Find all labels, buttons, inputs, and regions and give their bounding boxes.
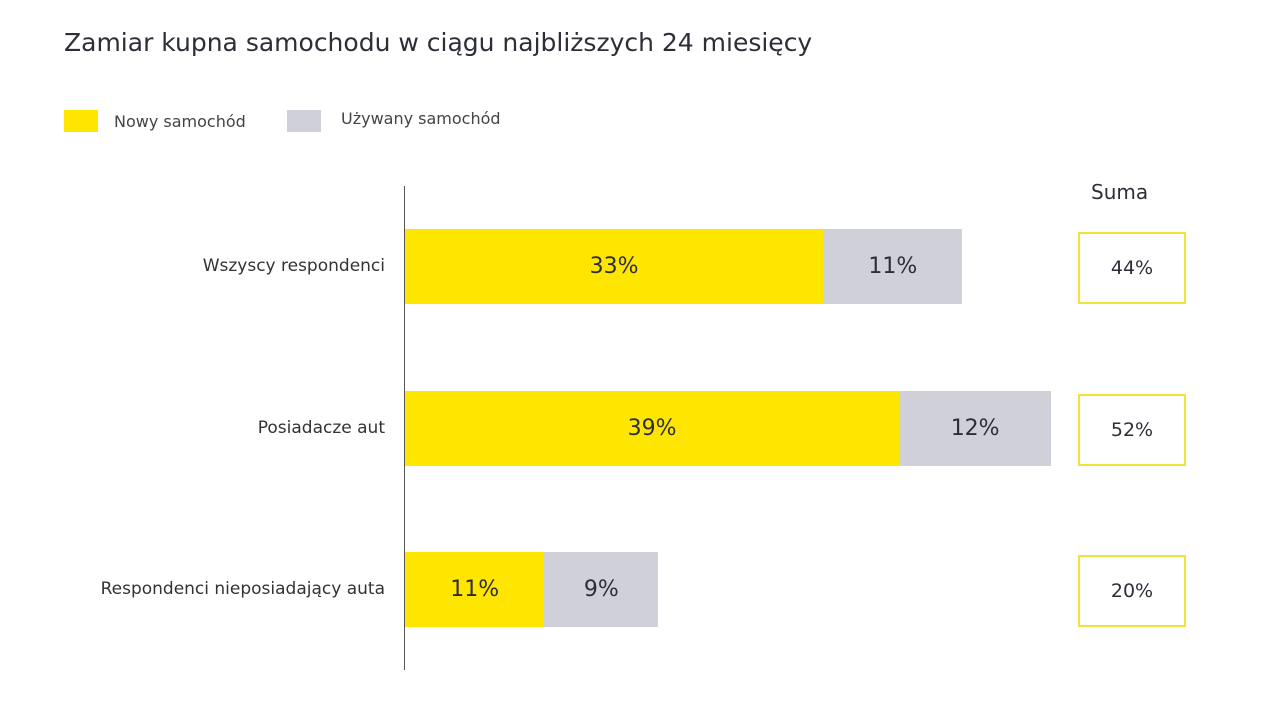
bar-new: 33% <box>405 229 824 304</box>
bar-used: 9% <box>544 552 659 627</box>
total-box: 44% <box>1078 232 1186 304</box>
category-label: Respondenci nieposiadający auta <box>100 579 385 599</box>
total-box: 52% <box>1078 394 1186 466</box>
total-box: 20% <box>1078 555 1186 627</box>
category-label: Wszyscy respondenci <box>202 256 385 276</box>
bar-new: 39% <box>405 391 900 466</box>
legend-swatch-new <box>64 110 98 132</box>
legend-label-used: Używany samochód <box>341 109 501 128</box>
totals-header: Suma <box>1091 180 1149 204</box>
legend-label-new: Nowy samochód <box>114 112 246 131</box>
legend-swatch-used <box>287 110 321 132</box>
bar-used: 11% <box>823 229 963 304</box>
bar-used: 12% <box>899 391 1052 466</box>
category-label: Posiadacze aut <box>257 418 385 438</box>
chart-title: Zamiar kupna samochodu w ciągu najbliższ… <box>64 28 813 57</box>
y-axis-line <box>404 186 405 670</box>
bar-new: 11% <box>405 552 545 627</box>
